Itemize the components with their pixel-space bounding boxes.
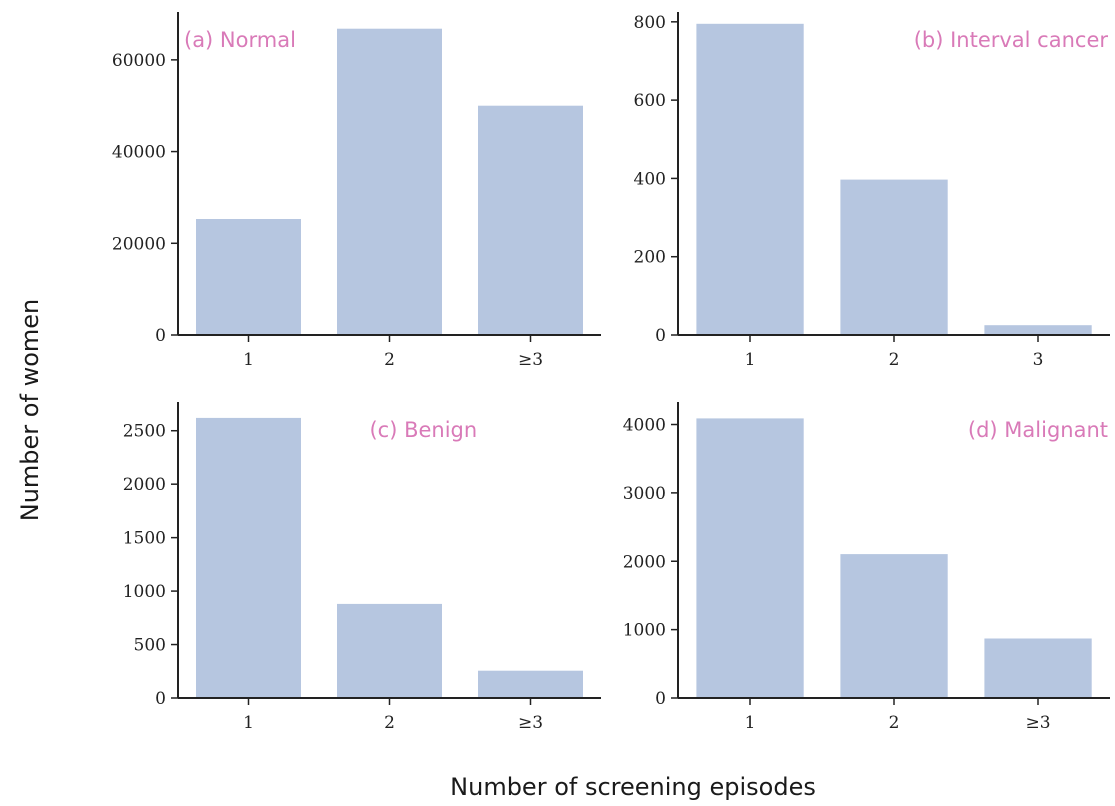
- panel-title-c: (c) Benign: [369, 418, 477, 442]
- bar-d-3: [984, 638, 1092, 698]
- y-tick-label-b-3: 600: [634, 91, 666, 111]
- bar-b-2: [840, 179, 948, 335]
- y-tick-label-c-4: 2000: [123, 475, 166, 495]
- y-tick-label-a-0: 0: [155, 326, 166, 346]
- y-tick-label-c-1: 500: [134, 636, 166, 656]
- chart-panel-c: 0 500 1000 1500 2000 2500 1 2 ≥3 (c) Benign: [123, 402, 601, 733]
- x-tick-label-a-2: 2: [384, 350, 395, 370]
- x-tick-label-b-2: 2: [889, 350, 900, 370]
- y-tick-label-c-2: 1000: [123, 582, 166, 602]
- bar-c-3: [478, 670, 583, 698]
- y-tick-label-d-3: 3000: [623, 484, 666, 504]
- y-tick-label-b-4: 800: [634, 13, 666, 33]
- x-tick-label-d-2: 2: [889, 713, 900, 733]
- y-tick-label-c-0: 0: [155, 689, 166, 709]
- figure-y-axis-label: Number of women: [16, 299, 44, 521]
- x-tick-label-c-1: 1: [243, 713, 254, 733]
- y-tick-label-b-1: 200: [634, 248, 666, 268]
- y-tick-label-a-1: 20000: [112, 234, 166, 254]
- y-tick-label-b-0: 0: [655, 326, 666, 346]
- figure-x-axis-label: Number of screening episodes: [450, 773, 816, 801]
- chart-panel-d: 0 1000 2000 3000 4000 1 2 ≥3 (d) Malignant: [623, 402, 1110, 733]
- bar-c-2: [337, 603, 442, 698]
- panel-title-b: (b) Interval cancer: [914, 28, 1109, 52]
- x-tick-label-c-3: ≥3: [518, 713, 543, 733]
- bar-d-2: [840, 554, 948, 698]
- y-tick-label-a-2: 40000: [112, 143, 166, 163]
- x-tick-label-a-3: ≥3: [518, 350, 543, 370]
- y-tick-label-c-3: 1500: [123, 529, 166, 549]
- bar-d-1: [696, 418, 804, 698]
- chart-panel-a: 0 20000 40000 60000 1 2 ≥3 (a) Normal: [112, 12, 601, 370]
- bar-b-1: [696, 23, 804, 336]
- x-tick-label-b-3: 3: [1033, 350, 1044, 370]
- x-tick-label-b-1: 1: [745, 350, 756, 370]
- panel-title-d: (d) Malignant: [968, 418, 1108, 442]
- y-tick-label-d-4: 4000: [623, 416, 666, 436]
- panel-title-a: (a) Normal: [184, 28, 296, 52]
- bar-a-2: [337, 28, 442, 335]
- y-tick-label-a-3: 60000: [112, 51, 166, 71]
- y-tick-label-d-1: 1000: [623, 621, 666, 641]
- chart-panel-b: 0 200 400 600 800 1 2 3 (b) Interval cancer: [634, 12, 1110, 370]
- y-tick-label-d-0: 0: [655, 689, 666, 709]
- x-tick-label-c-2: 2: [384, 713, 395, 733]
- x-tick-label-d-1: 1: [745, 713, 756, 733]
- y-tick-label-d-2: 2000: [623, 552, 666, 572]
- y-tick-label-b-2: 400: [634, 169, 666, 189]
- bar-a-1: [196, 219, 301, 335]
- y-tick-label-c-5: 2500: [123, 422, 166, 442]
- x-tick-label-d-3: ≥3: [1025, 713, 1050, 733]
- bar-b-3: [984, 325, 1092, 335]
- bar-a-3: [478, 105, 583, 335]
- bar-c-1: [196, 417, 301, 698]
- x-tick-label-a-1: 1: [243, 350, 254, 370]
